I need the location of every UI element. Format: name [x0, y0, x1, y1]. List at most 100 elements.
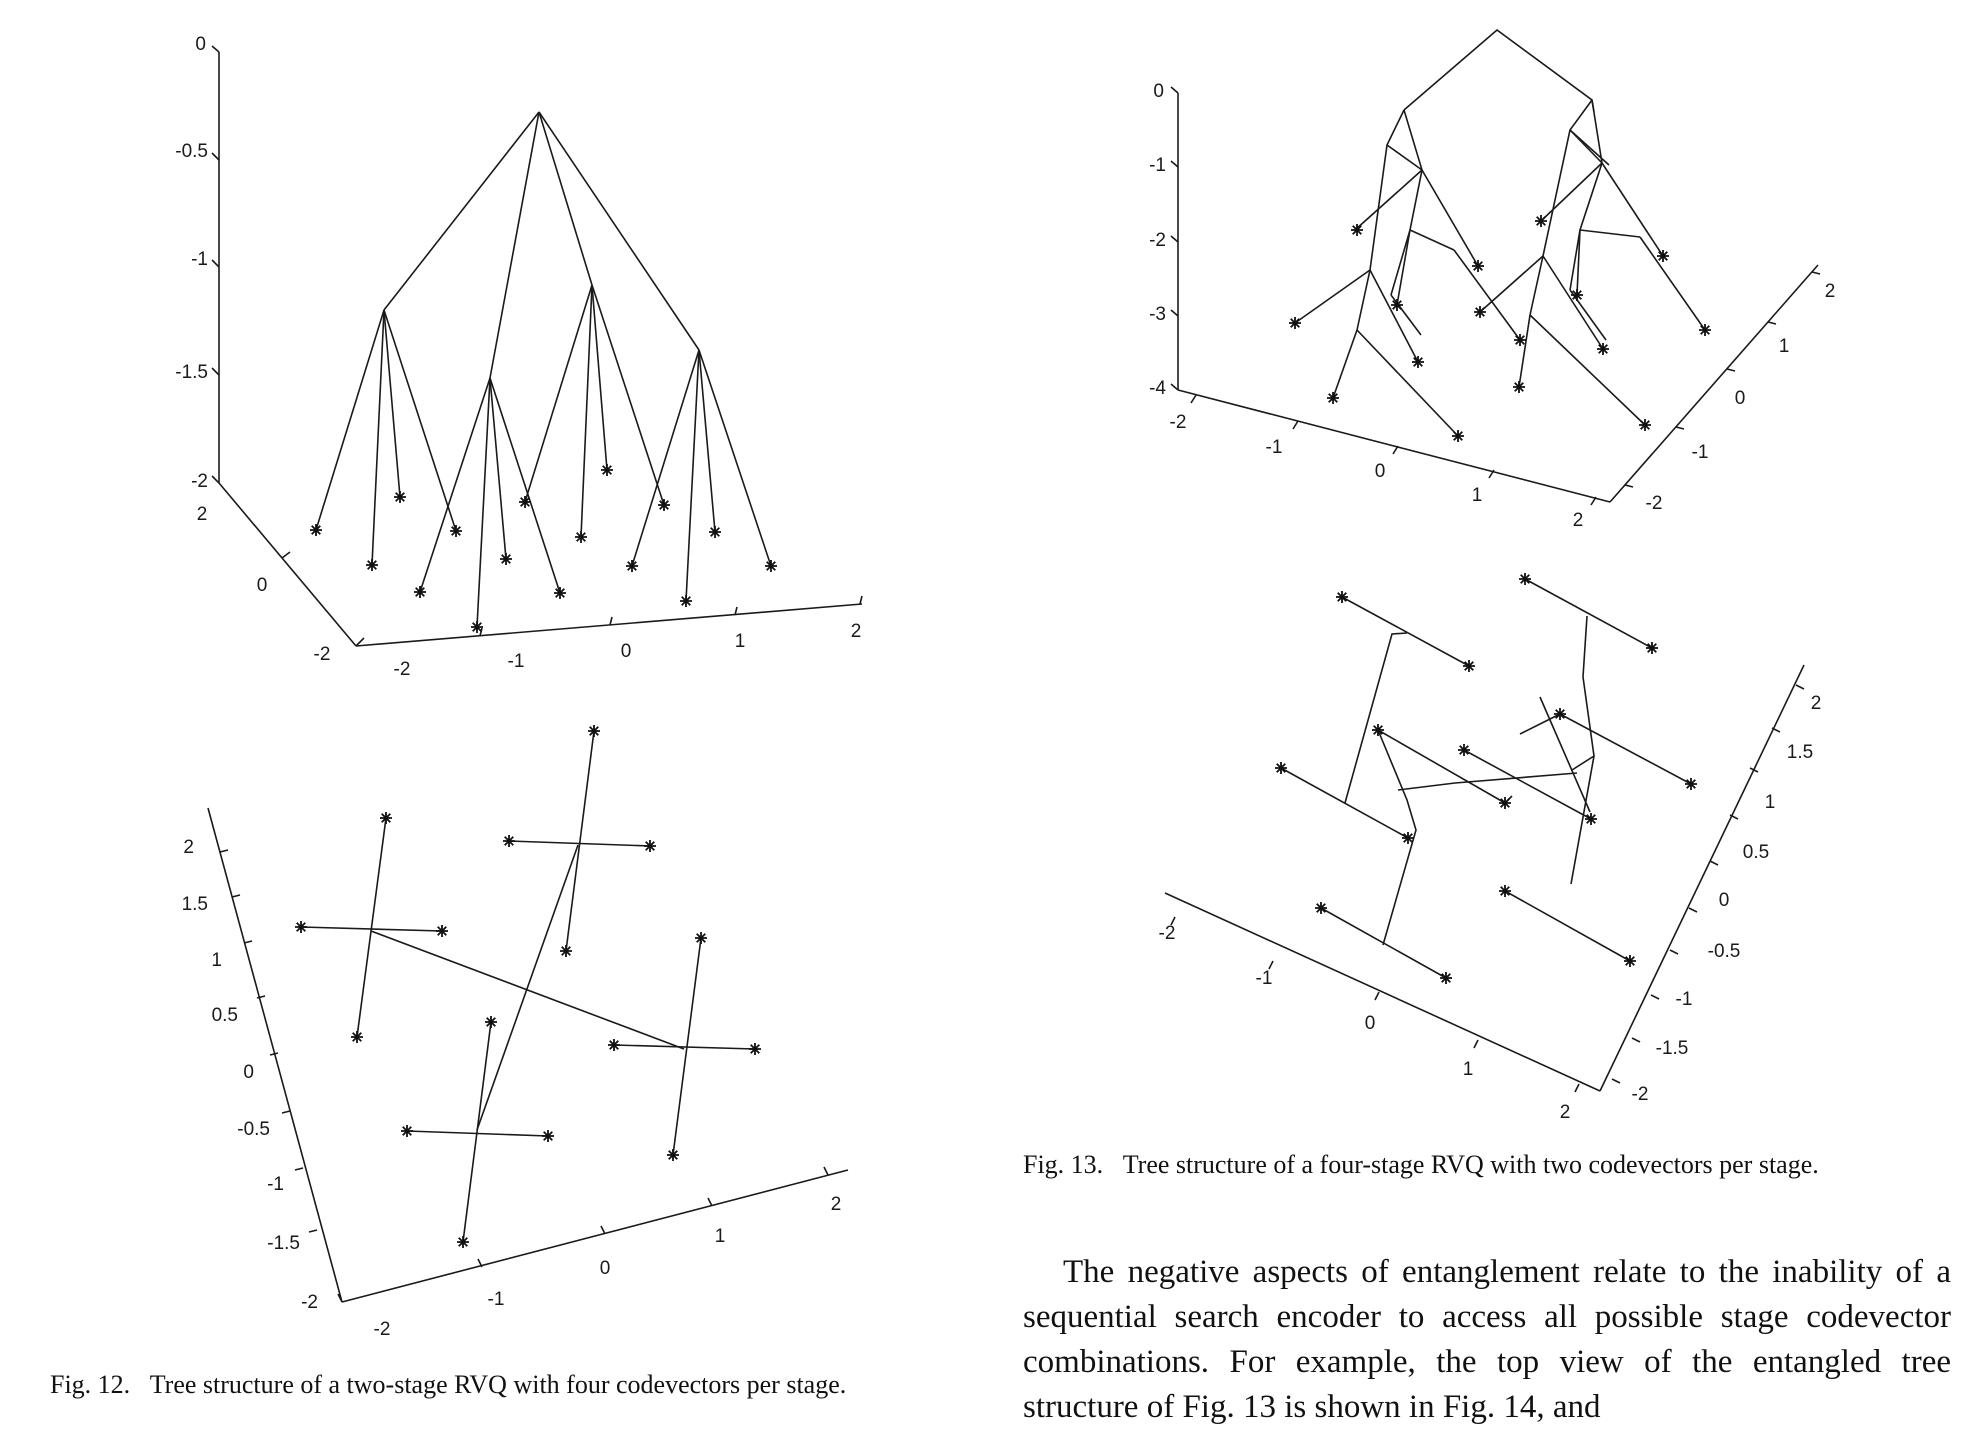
- fig12-3d-x-tick-1: -1: [508, 651, 525, 672]
- codevector-marker: [1463, 660, 1475, 672]
- fig12-3d-z-tick-0: 0: [195, 34, 206, 55]
- codevector-marker: [1639, 419, 1651, 431]
- fig13-top-y-tick-3: 0.5: [1743, 842, 1769, 863]
- codevector-marker: [1657, 250, 1669, 262]
- fig13-top-x-tick-2: 0: [1365, 1013, 1376, 1034]
- fig12-3d-x-tick-3: 1: [735, 631, 746, 652]
- codevector-marker: [658, 499, 670, 511]
- codevector-marker: [436, 925, 448, 937]
- codevector-marker: [608, 1039, 620, 1051]
- fig13-top-y-tick-7: -1.5: [1656, 1038, 1689, 1059]
- codevector-marker: [542, 1130, 554, 1142]
- codevector-marker: [680, 595, 692, 607]
- codevector-marker: [1391, 299, 1403, 311]
- fig12-top-view: 2 1.5 1 0.5 0 -0.5 -1 -1.5 -2 -2 -1 0 1 …: [182, 725, 849, 1340]
- fig13-top-axes: [1164, 664, 1805, 1093]
- fig12-3d-z-tick-labels: 0 -0.5 -1 -1.5 -2: [175, 34, 208, 492]
- fig12-3d-y-tick-2: -2: [314, 644, 331, 665]
- codevector-marker: [695, 932, 707, 944]
- fig12-caption-label: Fig. 12.: [50, 1370, 131, 1399]
- fig13-caption-label: Fig. 13.: [1023, 1150, 1104, 1179]
- fig13-3d-z-tick-0: 0: [1153, 81, 1164, 102]
- fig12-3d-y-tick-0: 2: [197, 504, 208, 525]
- fig12-caption-text: Tree structure of a two-stage RVQ with f…: [149, 1370, 847, 1399]
- fig13-top-y-tick-1: 1.5: [1787, 742, 1813, 763]
- fig13-top-codevectors: [1275, 573, 1697, 984]
- fig13-top-y-tick-0: 2: [1811, 693, 1822, 714]
- codevector-marker: [1402, 832, 1414, 844]
- codevector-marker: [1519, 573, 1531, 585]
- codevector-marker: [401, 1125, 413, 1137]
- body-paragraph: The negative aspects of entanglement rel…: [1023, 1250, 1951, 1430]
- fig12-top-x-tick-labels: -2 -1 0 1 2: [374, 1194, 842, 1340]
- codevector-marker: [765, 560, 777, 572]
- codevector-marker: [471, 621, 483, 633]
- fig12-top-x-tick-3: 1: [715, 1226, 726, 1247]
- fig12-top-x-tick-2: 0: [600, 1258, 611, 1279]
- codevector-marker: [1597, 343, 1609, 355]
- fig13-3d-y-tick-0: -2: [1646, 493, 1663, 514]
- codevector-marker: [554, 587, 566, 599]
- fig12-3d-z-tick-2: -1: [191, 249, 208, 270]
- codevector-marker: [575, 531, 587, 543]
- fig13-top-branches: [1280, 578, 1692, 979]
- fig12-3d-axes: [211, 45, 863, 647]
- codevector-marker: [1646, 642, 1658, 654]
- fig12-top-codevectors: [295, 725, 761, 1248]
- fig13-top-x-tick-4: 2: [1560, 1102, 1571, 1123]
- codevector-marker: [1685, 778, 1697, 790]
- fig13-3d-z-tick-labels: 0 -1 -2 -3 -4: [1149, 81, 1166, 399]
- fig12-top-x-tick-4: 2: [831, 1194, 842, 1215]
- fig13-caption-text: Tree structure of a four-stage RVQ with …: [1122, 1150, 1819, 1179]
- codevector-marker: [295, 921, 307, 933]
- codevector-marker: [1499, 885, 1511, 897]
- codevector-marker: [1535, 215, 1547, 227]
- fig12-top-y-tick-1: 1.5: [182, 894, 208, 915]
- fig12-top-y-tick-labels: 2 1.5 1 0.5 0 -0.5 -1 -1.5 -2: [182, 837, 318, 1313]
- codevector-marker: [503, 835, 515, 847]
- body-paragraph-text: The negative aspects of entanglement rel…: [1023, 1254, 1951, 1425]
- fig13-3d-z-tick-2: -2: [1149, 230, 1166, 251]
- codevector-marker: [394, 491, 406, 503]
- fig13-3d-x-tick-labels: -2 -1 0 1 2: [1170, 412, 1584, 531]
- fig13-caption: Fig. 13. Tree structure of a four-stage …: [1023, 1150, 1819, 1180]
- fig12-3d-tree: 0 -0.5 -1 -1.5 -2 -2 -1 0 1 2 2 0 -2: [175, 34, 863, 680]
- codevector-marker: [380, 812, 392, 824]
- codevector-marker: [1699, 324, 1711, 336]
- codevector-marker: [351, 1031, 363, 1043]
- codevector-marker: [1513, 381, 1525, 393]
- fig13-top-x-tick-0: -2: [1159, 923, 1176, 944]
- fig13-3d-y-tick-2: 0: [1735, 388, 1746, 409]
- codevector-marker: [1554, 708, 1566, 720]
- codevector-marker: [519, 496, 531, 508]
- codevector-marker: [749, 1043, 761, 1055]
- fig13-3d-x-tick-0: -2: [1170, 412, 1187, 433]
- fig13-top-y-tick-8: -2: [1632, 1084, 1649, 1105]
- codevector-marker: [560, 945, 572, 957]
- codevector-marker: [457, 1236, 469, 1248]
- fig13-top-y-tick-4: 0: [1719, 890, 1730, 911]
- fig12-top-x-tick-1: -1: [488, 1289, 505, 1310]
- fig12-3d-x-tick-2: 0: [621, 641, 632, 662]
- fig12-top-y-tick-4: 0: [243, 1062, 254, 1083]
- fig12-top-y-tick-2: 1: [211, 950, 222, 971]
- codevector-marker: [1336, 591, 1348, 603]
- fig13-top-y-tick-6: -1: [1676, 989, 1693, 1010]
- codevector-marker: [1372, 724, 1384, 736]
- codevector-marker: [366, 559, 378, 571]
- codevector-marker: [1452, 430, 1464, 442]
- fig12-top-axes: [207, 807, 849, 1303]
- codevector-marker: [1472, 260, 1484, 272]
- fig12-top-y-tick-0: 2: [183, 837, 194, 858]
- codevector-marker: [1327, 392, 1339, 404]
- codevector-marker: [601, 464, 613, 476]
- codevector-marker: [1624, 955, 1636, 967]
- fig12-3d-x-tick-0: -2: [394, 659, 411, 680]
- fig13-3d-x-tick-1: -1: [1266, 437, 1283, 458]
- codevector-marker: [450, 525, 462, 537]
- fig13-3d-codevectors: [1289, 215, 1711, 442]
- codevector-marker: [1499, 797, 1511, 809]
- fig12-3d-y-tick-1: 0: [257, 575, 268, 596]
- fig13-top-y-tick-labels: 2 1.5 1 0.5 0 -0.5 -1 -1.5 -2: [1632, 693, 1822, 1105]
